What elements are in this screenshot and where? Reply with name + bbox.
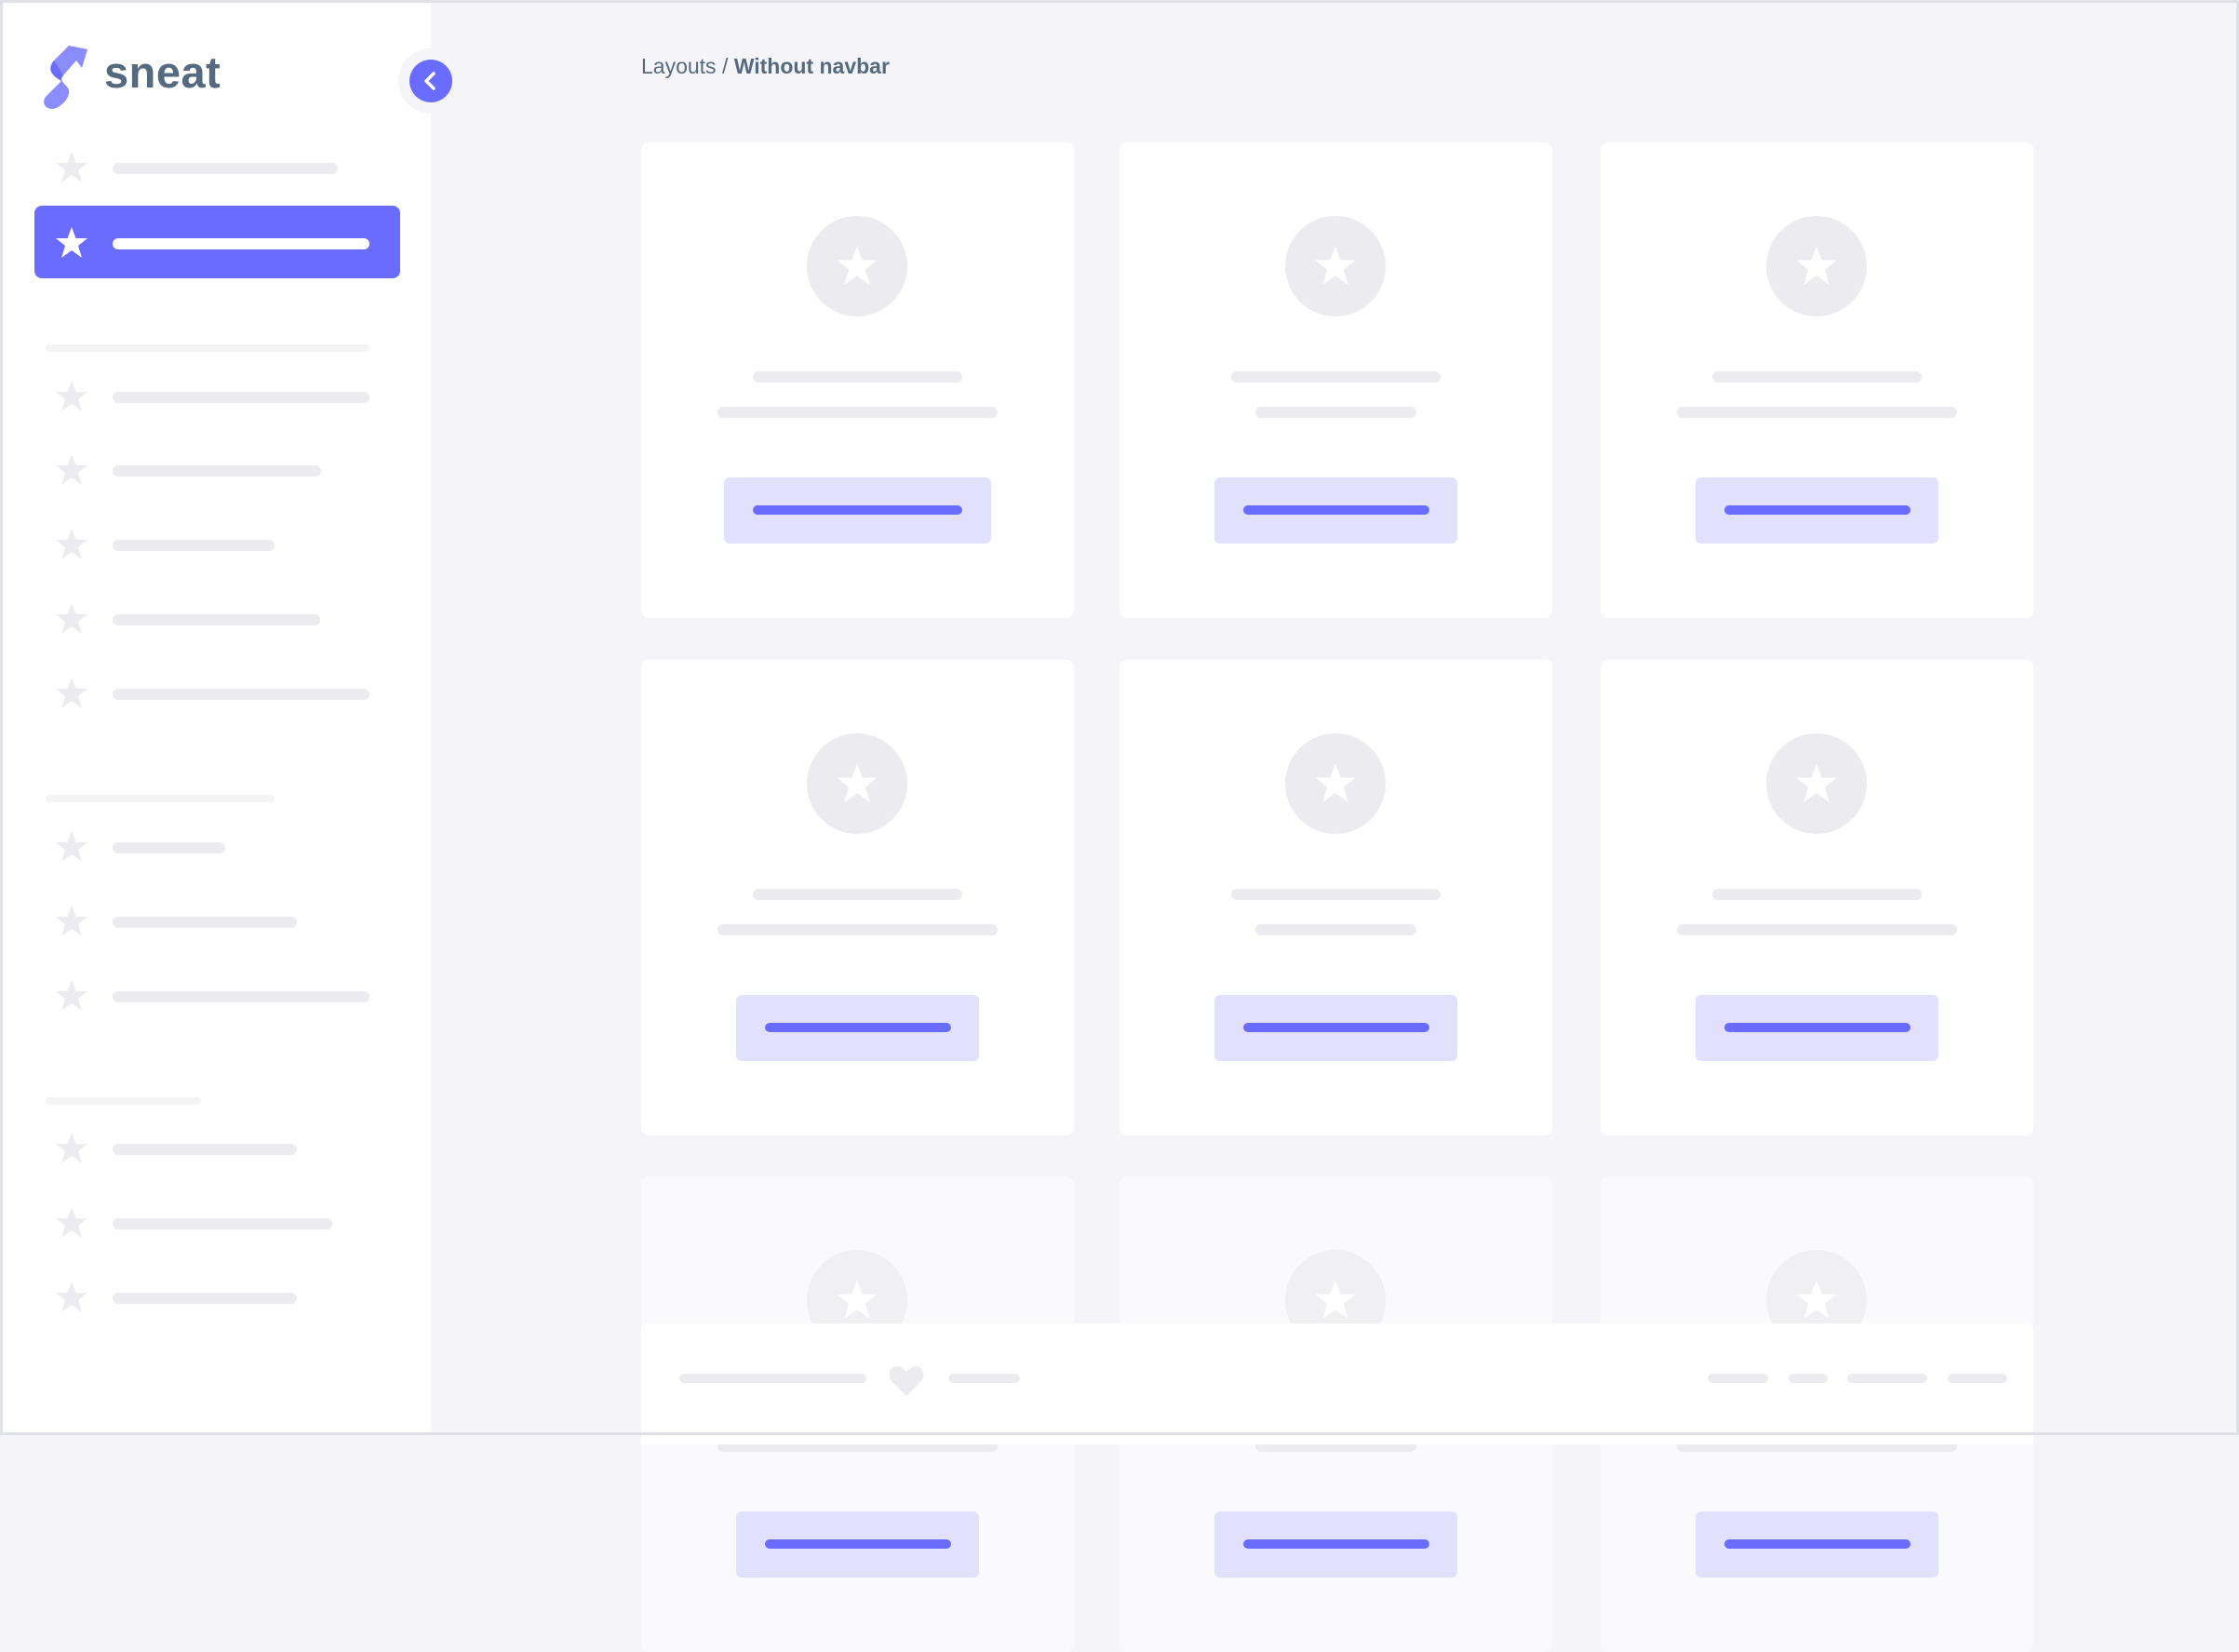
card-button-label-placeholder <box>764 1539 951 1549</box>
breadcrumb: Layouts / Without navbar <box>641 54 890 79</box>
star-icon <box>837 246 878 286</box>
card-button-label-placeholder <box>1723 1539 1911 1549</box>
card-text-placeholder <box>1255 924 1416 935</box>
star-icon <box>1315 246 1356 286</box>
sidebar-item-label-placeholder <box>113 465 321 477</box>
card-avatar <box>1766 216 1867 316</box>
card-title-placeholder <box>1712 889 1922 900</box>
sidebar-section-header-placeholder <box>46 1097 201 1105</box>
sidebar-item-label-placeholder <box>113 392 369 403</box>
star-icon <box>56 1133 87 1163</box>
star-icon <box>1315 763 1356 803</box>
card-title-placeholder <box>753 371 962 383</box>
card-button[interactable] <box>1696 995 1938 1061</box>
card-text-placeholder <box>717 407 998 418</box>
star-icon <box>1796 246 1837 286</box>
sidebar-item-label-placeholder <box>113 1293 297 1304</box>
footer-link-placeholder[interactable] <box>1708 1374 1768 1383</box>
breadcrumb-separator: / <box>716 54 734 78</box>
footer-link-placeholder[interactable] <box>1847 1374 1927 1383</box>
card <box>1120 660 1552 1135</box>
sidebar-item-label-placeholder <box>113 1144 297 1155</box>
card-button[interactable] <box>1214 1511 1457 1578</box>
sidebar-item-label-placeholder <box>113 238 369 249</box>
sneat-logo-icon <box>44 46 87 109</box>
sidebar-section-header-placeholder <box>46 795 275 802</box>
footer-text-placeholder <box>948 1374 1020 1383</box>
star-icon <box>1796 763 1837 803</box>
card-button-label-placeholder <box>1242 505 1429 515</box>
sidebar-item-label-placeholder <box>113 917 297 928</box>
sidebar-item-label-placeholder <box>113 614 320 625</box>
star-icon <box>56 1207 87 1238</box>
star-icon <box>837 763 878 803</box>
star-icon <box>1315 1280 1356 1320</box>
card-avatar <box>1285 216 1386 316</box>
card-title-placeholder <box>1712 371 1922 383</box>
card <box>641 142 1074 618</box>
sidebar-item-label-placeholder <box>113 689 369 700</box>
star-icon <box>56 227 87 258</box>
star-icon <box>56 1282 87 1312</box>
footer-text-placeholder <box>679 1374 866 1383</box>
card <box>1601 660 2033 1135</box>
sidebar-item-label-placeholder <box>113 540 275 551</box>
card-avatar <box>1285 733 1386 834</box>
logo-text[interactable]: sneat <box>104 47 221 97</box>
star-icon <box>56 678 87 708</box>
sidebar-item-label-placeholder <box>113 163 338 174</box>
card-text-placeholder <box>1677 924 1957 935</box>
card-button[interactable] <box>1696 1511 1938 1578</box>
card-text-placeholder <box>1677 407 1957 418</box>
card-title-placeholder <box>1231 371 1441 383</box>
star-icon <box>1796 1280 1837 1320</box>
card <box>1120 142 1552 618</box>
star-icon <box>56 603 87 634</box>
card-text-placeholder <box>717 924 998 935</box>
card-button-label-placeholder <box>753 505 962 515</box>
heart-icon <box>889 1365 924 1396</box>
star-icon <box>56 381 87 411</box>
sidebar-toggle-button[interactable] <box>409 60 452 102</box>
star-icon <box>56 454 87 485</box>
star-icon <box>56 980 87 1011</box>
card-button-label-placeholder <box>1242 1539 1429 1549</box>
footer <box>641 1323 2033 1444</box>
card-button-label-placeholder <box>1723 1023 1911 1032</box>
card-title-placeholder <box>753 889 962 900</box>
sidebar-section-header-placeholder <box>46 344 369 352</box>
breadcrumb-current: Without navbar <box>733 54 890 78</box>
card-button[interactable] <box>736 995 979 1061</box>
card-title-placeholder <box>1231 889 1441 900</box>
card-button-label-placeholder <box>1242 1023 1429 1032</box>
card <box>641 660 1074 1135</box>
sidebar: sneat <box>0 0 431 1435</box>
star-icon <box>56 529 87 559</box>
star-icon <box>56 831 87 862</box>
card-text-placeholder <box>1255 407 1416 418</box>
card <box>1601 142 2033 618</box>
card-avatar <box>807 733 907 834</box>
star-icon <box>837 1280 878 1320</box>
sidebar-item-label-placeholder <box>113 1218 332 1229</box>
card-button[interactable] <box>1214 995 1457 1061</box>
sidebar-item-label-placeholder <box>113 991 369 1002</box>
star-icon <box>56 152 87 182</box>
card-button-label-placeholder <box>764 1023 951 1032</box>
star-icon <box>56 906 87 936</box>
footer-link-placeholder[interactable] <box>1948 1374 2007 1383</box>
sidebar-item-label-placeholder <box>113 842 225 853</box>
card-avatar <box>807 216 907 316</box>
card-button[interactable] <box>1214 477 1457 544</box>
card-button[interactable] <box>724 477 991 544</box>
chevron-left-icon <box>424 72 436 90</box>
breadcrumb-parent[interactable]: Layouts <box>641 54 717 78</box>
card-button[interactable] <box>736 1511 979 1578</box>
card-avatar <box>1766 733 1867 834</box>
footer-link-placeholder[interactable] <box>1789 1374 1828 1383</box>
card-button[interactable] <box>1696 477 1938 544</box>
card-button-label-placeholder <box>1723 505 1911 515</box>
